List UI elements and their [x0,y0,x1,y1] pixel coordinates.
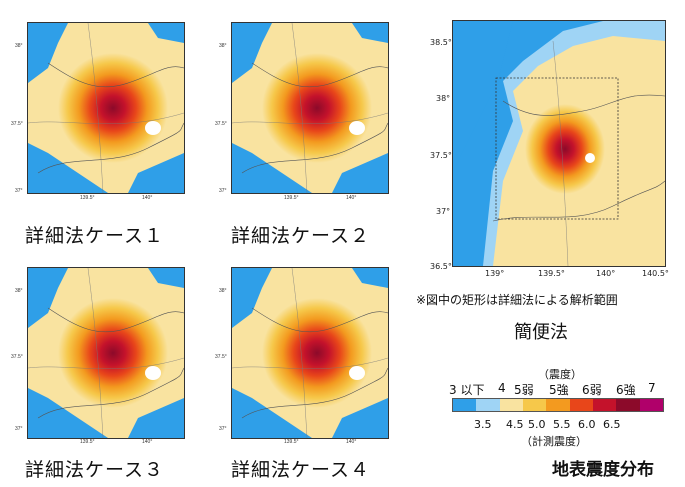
legend-swatch [499,399,523,411]
legend-level: 5弱 [514,383,534,397]
caption-case-2: 詳細法ケース２ [231,225,371,247]
legend-swatch [476,399,500,411]
lat-tick: 38° [436,94,451,103]
lon-tick: 140° [346,439,357,445]
legend-swatch [522,399,547,411]
intensity-map-case-2 [232,23,388,193]
legend-number: 3.5 [474,418,492,431]
lon-tick: 140° [142,439,153,445]
figure-title: 地表震度分布 [552,460,654,480]
map-case-2 [231,22,389,194]
caption-case-3: 詳細法ケース３ [25,459,165,481]
lat-tick: 38° [219,288,227,294]
lat-tick: 37.5° [11,354,23,360]
lon-tick: 140.5° [642,269,669,278]
intensity-color-bar [452,398,664,412]
lon-tick: 139.5° [538,269,565,278]
caption-simple-method: 簡便法 [514,322,568,343]
lon-tick: 139.5° [284,195,299,201]
caption-case-1: 詳細法ケース１ [25,225,165,247]
legend-number: 5.0 [528,418,546,431]
legend-swatch [616,399,640,411]
map-case-3 [27,267,185,439]
legend-level: 6強 [616,383,636,397]
legend-swatch [569,399,593,411]
legend-title-intensity: （震度） [538,368,582,381]
lat-tick: 36.5° [430,262,452,271]
lon-tick: 140° [346,195,357,201]
caption-case-4: 詳細法ケース４ [231,459,371,481]
intensity-map-case-4 [232,268,388,438]
lat-tick: 37° [15,426,23,432]
intensity-map-case-1 [28,23,184,193]
map-simple-method [452,20,666,267]
lat-tick: 37.5° [215,121,227,127]
lon-tick: 139.5° [80,195,95,201]
legend-number: 4.5 [506,418,524,431]
intensity-map-simple [453,21,665,266]
lat-tick: 38° [15,288,23,294]
legend-number: 6.0 [578,418,596,431]
lat-tick: 37° [436,207,451,216]
lat-tick: 37.5° [215,354,227,360]
legend-title-measured: （計測震度） [521,435,587,448]
analysis-area-note: ※図中の矩形は詳細法による解析範囲 [416,293,618,307]
legend-level: 3 以下 [449,383,485,397]
legend-level: 4 [498,381,506,395]
legend-level: 6弱 [582,383,602,397]
lat-tick: 38.5° [430,38,452,47]
lon-tick: 140° [142,195,153,201]
legend-swatch [453,399,477,411]
legend-swatch [592,399,617,411]
legend-level: 7 [648,381,656,395]
lat-tick: 38° [15,43,23,49]
map-case-4 [231,267,389,439]
lat-tick: 37.5° [430,151,452,160]
legend-number: 6.5 [603,418,621,431]
intensity-map-case-3 [28,268,184,438]
lon-tick: 140° [596,269,616,278]
lon-tick: 139.5° [284,439,299,445]
lat-tick: 37° [219,188,227,194]
lat-tick: 37° [219,426,227,432]
lat-tick: 37.5° [11,121,23,127]
lat-tick: 37° [15,188,23,194]
legend-number: 5.5 [553,418,571,431]
lon-tick: 139° [485,269,505,278]
legend-swatch [546,399,570,411]
legend-level: 5強 [549,383,569,397]
lat-tick: 38° [219,43,227,49]
lon-tick: 139.5° [80,439,95,445]
legend-swatch [639,399,663,411]
map-case-1 [27,22,185,194]
